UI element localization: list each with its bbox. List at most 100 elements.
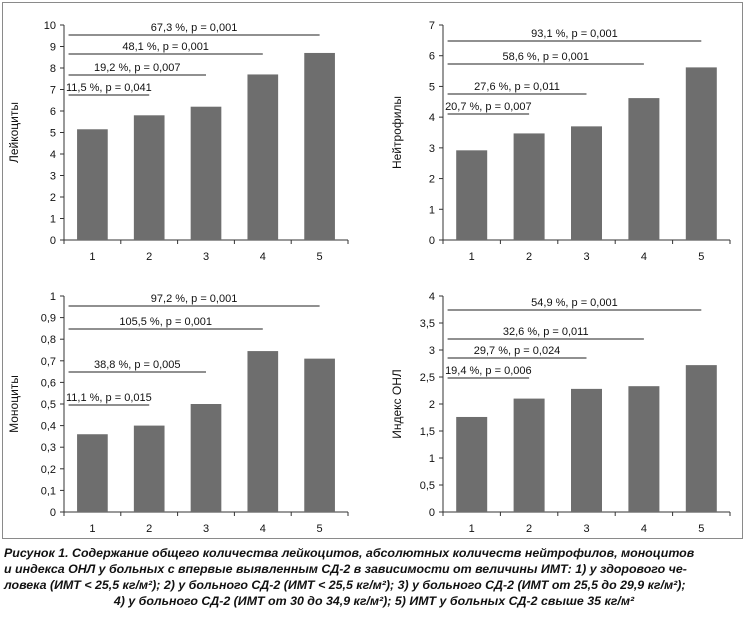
chart-3-comparison-label: 97,2 %, p = 0,001 — [151, 293, 238, 305]
chart-1-y-tick-label: 10 — [44, 20, 56, 32]
chart-2-x-tick-label: 2 — [526, 251, 532, 263]
chart-2-bar-3 — [571, 126, 602, 240]
chart-4-comparison-label: 29,7 %, p = 0,024 — [474, 345, 561, 357]
chart-4-x-tick-label: 3 — [583, 523, 589, 535]
chart-2-x-tick-label: 1 — [469, 251, 475, 263]
chart-4-y-tick-label: 1 — [429, 453, 435, 465]
chart-1-y-tick-label: 6 — [50, 106, 56, 118]
chart-1-y-tick-label: 8 — [50, 63, 56, 75]
chart-1-comparison-label: 19,2 %, p = 0,007 — [94, 62, 181, 74]
caption-line-1: Рисунок 1. Содержание общего количества … — [4, 546, 695, 560]
chart-1-comparison-label: 48,1 %, p = 0,001 — [122, 41, 209, 53]
chart-3-y-tick-label: 0,2 — [41, 464, 56, 476]
chart-4-bar-5 — [685, 365, 717, 512]
chart-3-y-tick-label: 1 — [50, 291, 56, 303]
chart-4-comparison-label: 19,4 %, p = 0,006 — [445, 365, 532, 377]
chart-2-x-tick-label: 3 — [583, 251, 589, 263]
chart-3-x-tick-label: 4 — [260, 523, 266, 535]
chart-2-y-tick-label: 5 — [429, 81, 435, 93]
chart-4-bar-4 — [628, 386, 660, 512]
chart-4-comparison-label: 32,6 %, p = 0,011 — [503, 326, 589, 338]
chart-3-bar-5 — [304, 358, 335, 512]
chart-1-y-tick-label: 2 — [50, 192, 56, 204]
chart-3-bar-3 — [190, 404, 222, 512]
chart-1-bar-3 — [190, 106, 222, 240]
chart-3-y-tick-label: 0,9 — [41, 313, 56, 325]
chart-3-comparison-label: 105,5 %, p = 0,001 — [119, 316, 212, 328]
chart-3-y-tick-label: 0,8 — [41, 334, 56, 346]
chart-4-y-tick-label: 2,5 — [420, 372, 435, 384]
chart-2-y-tick-label: 1 — [429, 204, 435, 216]
chart-3-x-tick-label: 3 — [203, 523, 209, 535]
chart-3-x-tick-label: 2 — [146, 523, 152, 535]
chart-4-x-tick-label: 1 — [469, 523, 475, 535]
chart-4-bar-2 — [513, 398, 545, 512]
chart-2-x-tick-label: 4 — [641, 251, 647, 263]
chart-1-y-tick-label: 9 — [50, 42, 56, 54]
chart-3-y-tick-label: 0,6 — [41, 377, 56, 389]
chart-1-bar-4 — [247, 74, 279, 240]
chart-1-y-tick-label: 3 — [50, 171, 56, 183]
chart-3-y-tick-label: 0,7 — [41, 356, 56, 368]
chart-2-y-tick-label: 7 — [429, 20, 435, 32]
caption-line-2: и индекса ОНЛ у больных с впервые выявле… — [4, 562, 687, 576]
chart-1-y-tick-label: 7 — [50, 85, 56, 97]
chart-4-y-tick-label: 0,5 — [420, 480, 435, 492]
caption-line-4: 4) у больного СД-2 (ИМТ от 30 до 34,9 кг… — [113, 594, 635, 608]
chart-1-y-tick-label: 0 — [50, 235, 56, 247]
chart-2-bar-1 — [456, 150, 488, 240]
chart-4-y-tick-label: 4 — [429, 291, 435, 303]
chart-4-y-tick-label: 3 — [429, 345, 435, 357]
chart-1-bar-5 — [304, 52, 335, 241]
chart-4-x-tick-label: 2 — [526, 523, 532, 535]
chart-2-bar-4 — [628, 98, 660, 240]
chart-1-y-tick-label: 4 — [50, 149, 56, 161]
chart-1-comparison-label: 11,5 %, p = 0,041 — [66, 82, 152, 94]
chart-4-bar-1 — [456, 416, 488, 512]
chart-4-x-tick-label: 4 — [641, 523, 647, 535]
chart-2-comparison-label: 27,6 %, p = 0,011 — [474, 81, 560, 93]
chart-4-y-axis-label: Индекс ОНЛ — [390, 369, 404, 439]
chart-1-x-tick-label: 3 — [203, 251, 209, 263]
chart-4-y-tick-label: 1,5 — [420, 426, 435, 438]
figure-frame — [2, 2, 743, 539]
chart-4-bar-3 — [571, 388, 602, 512]
chart-2-comparison-label: 58,6 %, p = 0,001 — [502, 51, 589, 63]
chart-2-y-tick-label: 0 — [429, 235, 435, 247]
chart-3-bar-4 — [247, 351, 279, 512]
chart-2-y-tick-label: 4 — [429, 112, 435, 124]
chart-1-x-tick-label: 2 — [146, 251, 152, 263]
chart-3-comparison-label: 11,1 %, p = 0,015 — [66, 392, 152, 404]
figure-caption: Рисунок 1. Содержание общего количества … — [4, 545, 744, 609]
chart-3-x-tick-label: 1 — [89, 523, 95, 535]
chart-4-x-tick-label: 5 — [698, 523, 704, 535]
chart-2-comparison-label: 93,1 %, p = 0,001 — [531, 28, 618, 40]
chart-1-y-tick-label: 1 — [50, 214, 56, 226]
chart-4-y-tick-label: 3,5 — [420, 318, 435, 330]
chart-4-y-tick-label: 0 — [429, 507, 435, 519]
chart-1-y-axis-label: Лейкоциты — [7, 102, 21, 163]
chart-3-y-tick-label: 0,4 — [41, 421, 56, 433]
chart-2-y-tick-label: 2 — [429, 174, 435, 186]
chart-1-x-tick-label: 1 — [89, 251, 95, 263]
chart-1-x-tick-label: 4 — [260, 251, 266, 263]
caption-line-3: ловека (ИМТ < 25,5 кг/м²); 2) у больного… — [4, 578, 686, 592]
chart-1-y-tick-label: 5 — [50, 128, 56, 140]
chart-3-y-tick-label: 0 — [50, 507, 56, 519]
chart-3-y-tick-label: 0,1 — [41, 485, 56, 497]
chart-2-bar-2 — [513, 133, 545, 240]
chart-2-y-tick-label: 6 — [429, 51, 435, 63]
chart-panels: 0 1 2 3 4 5 6 7 8 9 10 1 2 3 4 5 Лейкоциты 67,3 %, p = 0,… — [7, 20, 731, 535]
chart-3-y-axis-label: Моноциты — [7, 375, 21, 433]
chart-4-y-tick-label: 2 — [429, 399, 435, 411]
chart-1-bar-2 — [133, 115, 165, 240]
chart-3-x-tick-label: 5 — [317, 523, 323, 535]
chart-4-comparison-label: 54,9 %, p = 0,001 — [531, 297, 618, 309]
chart-2-y-axis-label: Нейтрофилы — [390, 96, 404, 169]
chart-2-comparison-label: 20,7 %, p = 0,007 — [445, 101, 532, 113]
chart-1-x-tick-label: 5 — [317, 251, 323, 263]
chart-1-bar-1 — [77, 129, 108, 240]
chart-1-comparison-label: 67,3 %, p = 0,001 — [151, 22, 238, 34]
chart-2-y-tick-label: 3 — [429, 143, 435, 155]
